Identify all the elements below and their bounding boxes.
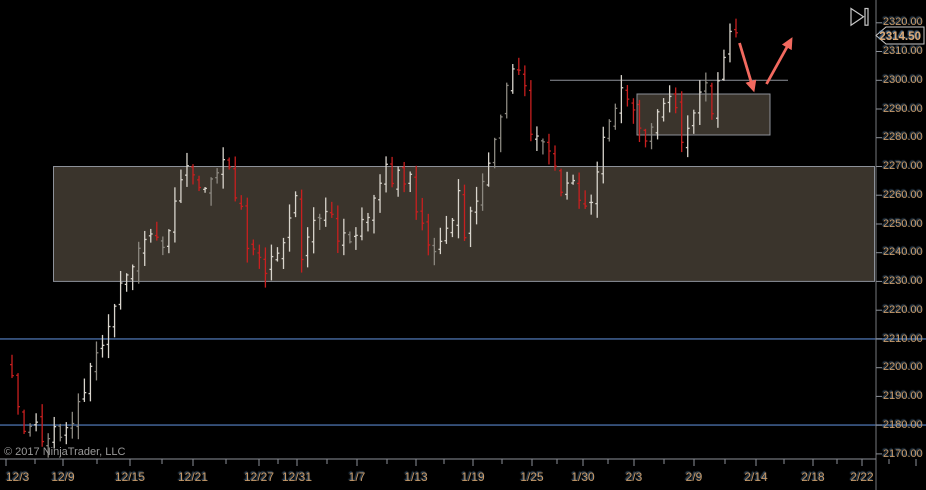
svg-text:2314.50: 2314.50 <box>879 31 921 43</box>
